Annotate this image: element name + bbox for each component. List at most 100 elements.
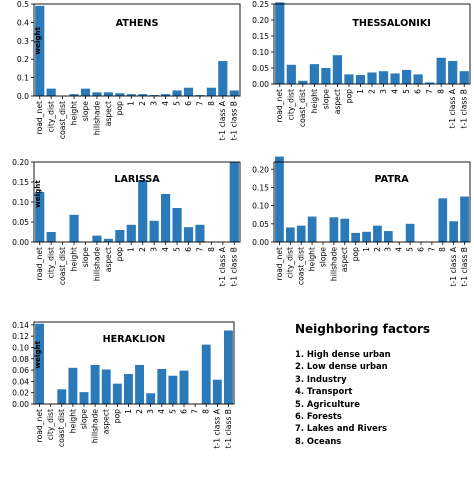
bar <box>218 61 228 96</box>
plot-frame <box>273 161 471 243</box>
chart-svg: 0.00 0.02 0.04 0.06 0.08 0.10 0.12 0.14 road_net… <box>12 321 235 448</box>
x-tick-label: 5 <box>406 247 415 252</box>
chart-svg: 0.00 0.05 0.10 0.15 0.20 0.25 road_net city_dis… <box>252 0 471 128</box>
chart-title: THESSALONIKI <box>352 18 430 29</box>
x-tick-label: pop <box>351 247 360 261</box>
bar <box>115 93 125 96</box>
y-tick-label: 0.15 <box>252 32 269 41</box>
bar <box>149 220 159 242</box>
x-tick-label: 2 <box>135 409 144 414</box>
bar <box>413 74 423 84</box>
bar <box>329 217 339 242</box>
x-tick-label: 3 <box>150 247 159 252</box>
y-tick-label: 0.2 <box>17 55 29 64</box>
x-tick-label: 1 <box>356 89 365 94</box>
y-tick-label: 0.1 <box>17 74 29 83</box>
bar <box>229 90 239 96</box>
bar <box>115 230 125 242</box>
bar <box>35 192 45 242</box>
bar <box>355 75 366 84</box>
y-tick-label: 0.04 <box>12 377 29 386</box>
y-tick-label: 0.20 <box>252 16 269 25</box>
x-tick-label: 5 <box>172 247 181 252</box>
x-tick-label: 8 <box>438 247 447 252</box>
x-tick-label: hillshade <box>329 247 338 281</box>
legend-title: Neighboring factors <box>295 322 431 336</box>
x-tick-label: 5 <box>402 89 411 94</box>
plot-frame <box>33 3 241 97</box>
bar <box>183 227 194 242</box>
y-tick-label: 0.3 <box>17 37 29 46</box>
x-tick-label: 8 <box>202 409 211 414</box>
x-tick-label: pop <box>344 89 353 103</box>
x-tick-label: pop <box>113 409 122 423</box>
bar <box>460 196 469 242</box>
x-tick-label: 5 <box>168 409 177 414</box>
bar <box>449 221 459 242</box>
y-tick-label: 0.10 <box>12 198 29 207</box>
chart-thessaloniki: 0.00 0.05 0.10 0.15 0.20 0.25 road_net city_dis… <box>236 0 474 158</box>
x-tick-label: pop <box>115 247 124 261</box>
bar <box>201 344 211 404</box>
x-tick-label: 3 <box>379 89 388 94</box>
bar <box>298 80 308 84</box>
legend-item: 7. Lakes and Rivers <box>295 423 387 434</box>
x-tick-label: coast_dist <box>297 247 306 285</box>
bar <box>112 383 122 404</box>
bar <box>229 162 239 242</box>
x-tick-label: hillshade <box>92 247 101 281</box>
y-axis-label: weight <box>33 340 42 368</box>
x-tick-label: aspect <box>333 89 342 114</box>
bar <box>69 94 79 96</box>
x-tick-label: 4 <box>390 89 399 94</box>
bar <box>92 92 102 96</box>
y-tick-label: 0.4 <box>17 18 29 27</box>
bar <box>46 232 56 242</box>
bar <box>57 389 67 404</box>
y-tick-label: 0.00 <box>252 80 269 89</box>
legend-item: 5. Agriculture <box>295 398 360 409</box>
x-tick-label: aspect <box>104 101 113 126</box>
y-tick-label: 0.0 <box>17 92 29 101</box>
x-tick-label: 2 <box>367 89 376 94</box>
bar <box>405 223 415 242</box>
y-axis-label: weight <box>33 180 42 208</box>
chart-title: LARISSA <box>114 174 160 185</box>
x-tick-label: 7 <box>195 247 204 252</box>
x-tick-label: t-1 class B <box>460 89 469 128</box>
x-tick-label: t-1 class A <box>449 246 458 286</box>
bar <box>362 231 371 242</box>
x-tick-label: 4 <box>157 409 166 414</box>
x-tick-label: t-1 class A <box>448 88 457 128</box>
y-tick-label: 0.06 <box>12 366 29 375</box>
bar <box>157 368 167 404</box>
chart-title: HERAKLION <box>103 334 166 345</box>
bar <box>46 88 56 96</box>
y-tick-label: 0.05 <box>252 220 269 229</box>
bar <box>103 238 113 242</box>
bar <box>135 364 144 404</box>
x-tick-label: slope <box>81 101 90 122</box>
x-tick-label: 6 <box>184 101 193 106</box>
y-tick-label: 0.00 <box>12 400 29 409</box>
bar <box>309 64 319 84</box>
x-tick-label: 6 <box>184 247 193 252</box>
x-tick-label: 7 <box>195 101 204 106</box>
chart-svg: 0.00 0.05 0.10 0.15 0.20 road_net city_dist coa… <box>252 156 471 286</box>
x-tick-label: t-1 class A <box>218 246 227 286</box>
bar <box>285 227 295 242</box>
x-tick-label: slope <box>318 247 327 268</box>
chart-title: ATHENS <box>116 18 159 29</box>
x-tick-label: 2 <box>138 101 147 106</box>
bar <box>80 88 91 96</box>
bar <box>401 69 412 84</box>
x-tick-label: road_net <box>35 409 44 442</box>
plot-frame <box>273 3 471 85</box>
y-tick-label: 0.15 <box>12 178 29 187</box>
bar <box>438 198 448 242</box>
x-tick-label: aspect <box>102 409 111 434</box>
x-tick-label: coast_dist <box>57 409 66 447</box>
y-tick-label: 0.10 <box>252 202 269 211</box>
bar <box>179 370 189 404</box>
bar <box>351 232 361 242</box>
